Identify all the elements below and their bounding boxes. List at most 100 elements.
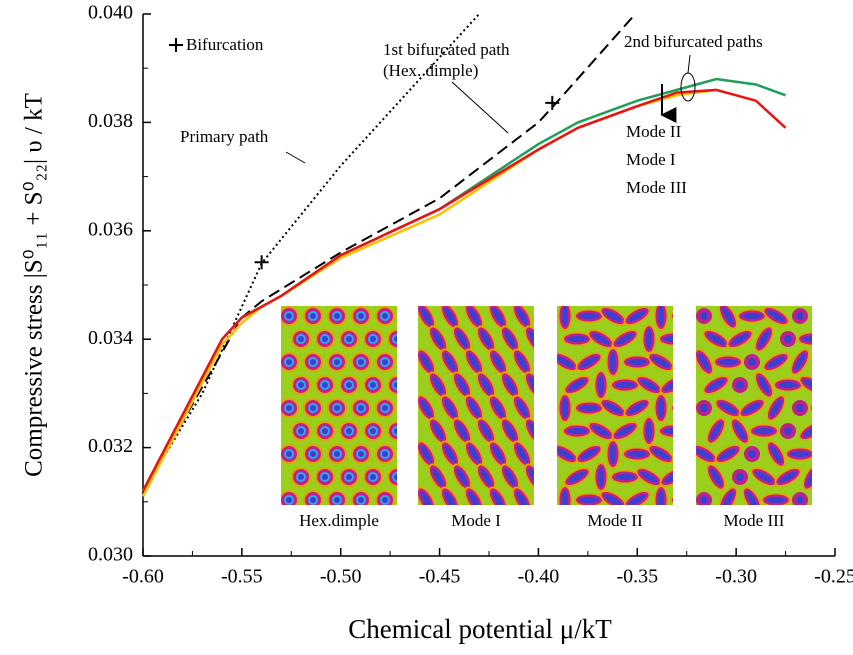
spot-core (492, 399, 504, 417)
spot-core (394, 336, 397, 342)
spot-core (480, 376, 492, 394)
spot-core (592, 333, 610, 345)
spot-core (567, 336, 587, 342)
spot-core (663, 336, 673, 342)
spot-core (722, 307, 734, 325)
spot-core (778, 382, 798, 388)
spot-core (334, 497, 340, 503)
x-tick-label: -0.30 (715, 566, 757, 588)
spot-ring (532, 300, 559, 333)
spot-core (480, 468, 492, 486)
spot-core (675, 446, 695, 461)
spot-core (719, 448, 737, 460)
spot-core (286, 451, 292, 457)
spot-core (468, 353, 480, 371)
bifurcation-marker (545, 95, 560, 110)
spot-core (814, 405, 834, 411)
spot-core (719, 402, 737, 414)
spot-core (790, 451, 810, 457)
spot-core (432, 422, 444, 440)
spot-core (310, 497, 316, 503)
x-tick-label: -0.35 (616, 566, 658, 588)
spot-core (770, 399, 782, 417)
inset-label: Mode I (451, 511, 501, 530)
spot-core (298, 474, 304, 480)
spot-core (492, 491, 504, 505)
spot-core (616, 333, 634, 345)
spot-core (826, 331, 846, 346)
spot-core (794, 353, 806, 371)
spot-core (734, 422, 746, 440)
x-axis-label: Chemical potential μ/kT (348, 614, 612, 644)
mode-label: Mode I (626, 150, 676, 169)
spot-core (802, 336, 812, 342)
spot-core (444, 491, 456, 505)
spot-core (382, 405, 388, 411)
spot-core (675, 405, 695, 411)
annotation: Primary path (180, 127, 269, 146)
spot-core (382, 451, 388, 457)
spot-core (658, 398, 664, 418)
spot-core (504, 468, 516, 486)
spot-core (480, 422, 492, 440)
spot-core (334, 451, 340, 457)
x-tick-label: -0.50 (320, 566, 362, 588)
spot-core (754, 428, 774, 434)
spot-core (358, 313, 364, 319)
inset-panel (281, 306, 419, 505)
spot-core (468, 307, 480, 325)
spot-core (766, 497, 786, 503)
y-axis-label: Compressive stress |S⁰₁₁ + S⁰₂₂| υ / kT (21, 93, 48, 477)
spot-core (382, 359, 388, 365)
spot-core (370, 382, 376, 388)
spot-core (743, 402, 761, 414)
spot-core (796, 404, 804, 412)
spot-core (286, 405, 292, 411)
annotation: (Hex. dimple) (383, 61, 478, 80)
spot-ring (671, 351, 699, 374)
spot-core (707, 379, 725, 391)
inset-label-bg (412, 505, 540, 533)
spot-core (675, 497, 695, 503)
spot-core (516, 353, 528, 371)
spot-core (404, 495, 414, 505)
spot-ring (828, 469, 844, 485)
spot-core (755, 471, 773, 483)
spot-core (562, 490, 568, 505)
spot-core (615, 382, 635, 388)
spot-core (322, 474, 328, 480)
spot-core (406, 359, 412, 365)
spot-core (736, 381, 744, 389)
spot-core (675, 313, 695, 319)
spot-ring (401, 446, 417, 462)
inset-label-bg (690, 505, 818, 533)
spot-core (615, 474, 635, 480)
spot-core (567, 428, 587, 434)
spot-core (832, 473, 840, 481)
inset-label-bg (551, 505, 679, 533)
spot-ring (670, 495, 673, 505)
spot-ring (809, 403, 812, 413)
spot-core (579, 313, 599, 319)
spot-core (580, 448, 598, 460)
spot-core (652, 448, 670, 460)
spot-core (568, 379, 586, 391)
inset-label: Hex.dimple (299, 511, 379, 530)
spot-core (700, 312, 708, 320)
spot-ring (399, 444, 419, 464)
spot-core (404, 403, 414, 413)
spot-core (538, 306, 553, 326)
spot-core (456, 422, 468, 440)
spot-core (710, 468, 722, 486)
spot-core (816, 306, 831, 326)
spot-core (480, 330, 492, 348)
spot-core (767, 356, 785, 368)
spot-core (504, 330, 516, 348)
spot-core (358, 497, 364, 503)
spot-core (722, 491, 734, 505)
spot-ring (672, 405, 673, 411)
spot-core (700, 404, 708, 412)
y-tick-label: 0.032 (88, 435, 133, 457)
spot-core (444, 353, 456, 371)
leader (687, 54, 691, 74)
